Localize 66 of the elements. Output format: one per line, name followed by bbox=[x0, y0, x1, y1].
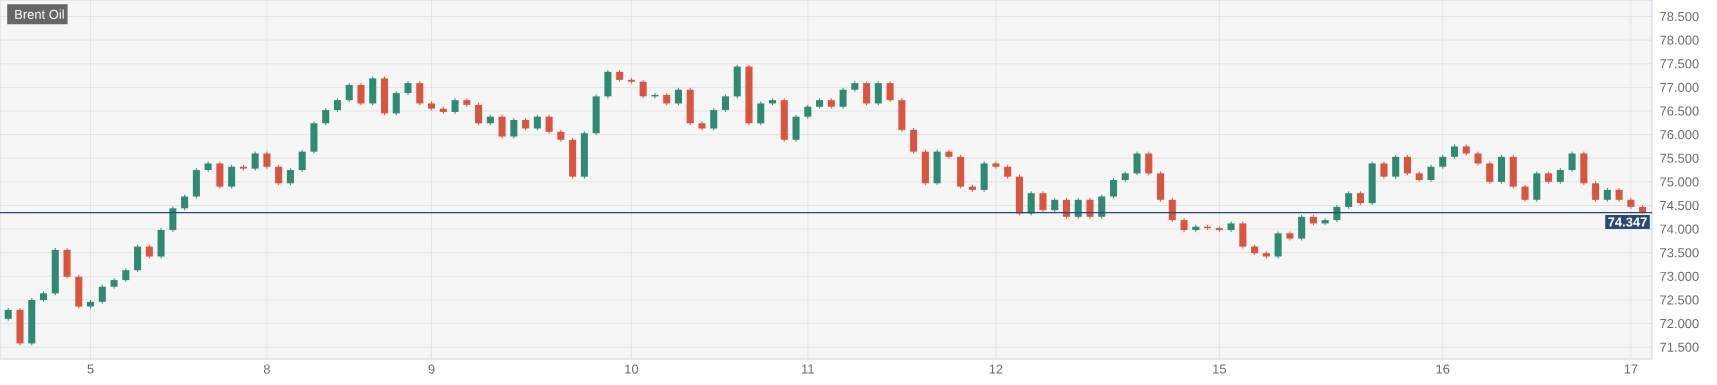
candlestick bbox=[710, 107, 718, 131]
candlestick bbox=[639, 79, 647, 99]
candlestick bbox=[275, 164, 283, 186]
candlestick bbox=[1027, 190, 1035, 216]
candlestick bbox=[98, 284, 106, 305]
candlestick bbox=[863, 80, 871, 106]
candlestick bbox=[251, 151, 259, 172]
x-tick-label: 9 bbox=[428, 364, 435, 374]
candlestick bbox=[1298, 214, 1306, 241]
y-tick-label: 72.000 bbox=[1660, 318, 1699, 329]
text: Brent Oil bbox=[15, 9, 64, 19]
candlestick bbox=[357, 82, 365, 106]
candlestick bbox=[169, 205, 177, 233]
candlestick bbox=[510, 117, 518, 139]
candlestick bbox=[1392, 154, 1400, 180]
candlestick bbox=[839, 87, 847, 110]
y-tick-label: 76.500 bbox=[1660, 106, 1699, 116]
y-tick-label: 72.500 bbox=[1660, 295, 1699, 305]
candlestick bbox=[392, 90, 400, 116]
ref-line-label: 74.347 bbox=[1608, 217, 1647, 227]
candlestick bbox=[1145, 151, 1153, 176]
x-tick-label: 8 bbox=[263, 364, 270, 374]
candlestick bbox=[1568, 151, 1576, 173]
candlestick bbox=[545, 114, 553, 135]
y-tick-label: 76.000 bbox=[1660, 130, 1699, 140]
candlestick bbox=[345, 82, 353, 103]
candlestick bbox=[910, 127, 918, 155]
x-tick-label: 15 bbox=[1213, 364, 1226, 374]
candlestick bbox=[1239, 221, 1247, 249]
candlestick bbox=[1592, 180, 1600, 203]
candlestick bbox=[757, 101, 765, 126]
candlestick bbox=[498, 114, 506, 139]
y-tick-label: 77.000 bbox=[1660, 82, 1699, 92]
y-tick-label: 75.500 bbox=[1660, 153, 1699, 163]
x-tick-label: 11 bbox=[802, 364, 814, 374]
x-tick-label: 17 bbox=[1624, 364, 1638, 374]
y-tick-label: 78.500 bbox=[1660, 11, 1699, 22]
x-tick-label: 16 bbox=[1436, 364, 1450, 374]
candlestick bbox=[228, 164, 236, 189]
candlestick bbox=[1486, 161, 1494, 185]
y-tick-label: 71.500 bbox=[1660, 342, 1699, 352]
y-tick-label: 75.000 bbox=[1660, 177, 1699, 187]
candlestick bbox=[1274, 230, 1282, 259]
candlestick bbox=[416, 80, 424, 106]
candlestick bbox=[874, 80, 882, 106]
y-tick-label: 77.500 bbox=[1660, 59, 1699, 69]
candlestick bbox=[1168, 197, 1176, 223]
y-tick-label: 74.000 bbox=[1660, 224, 1699, 234]
candlestick bbox=[1403, 154, 1411, 176]
y-tick-label: 74.500 bbox=[1660, 200, 1699, 211]
x-tick-label: 10 bbox=[625, 364, 639, 374]
y-tick-label: 73.500 bbox=[1660, 248, 1699, 258]
candlestick bbox=[298, 149, 306, 173]
candlestick bbox=[1133, 151, 1141, 176]
y-tick-label: 78.000 bbox=[1660, 35, 1699, 45]
candlestick bbox=[1039, 190, 1047, 213]
candlestick bbox=[1109, 177, 1118, 199]
candlestick bbox=[1098, 194, 1106, 220]
x-tick-label: 12 bbox=[989, 364, 1003, 374]
candlestick bbox=[475, 102, 483, 126]
x-tick-label: 5 bbox=[87, 364, 94, 374]
candlestick bbox=[216, 161, 224, 189]
candlestick bbox=[886, 80, 894, 103]
candlestick bbox=[792, 114, 800, 143]
candlestick bbox=[134, 244, 142, 273]
y-tick-label: 73.000 bbox=[1660, 271, 1699, 281]
